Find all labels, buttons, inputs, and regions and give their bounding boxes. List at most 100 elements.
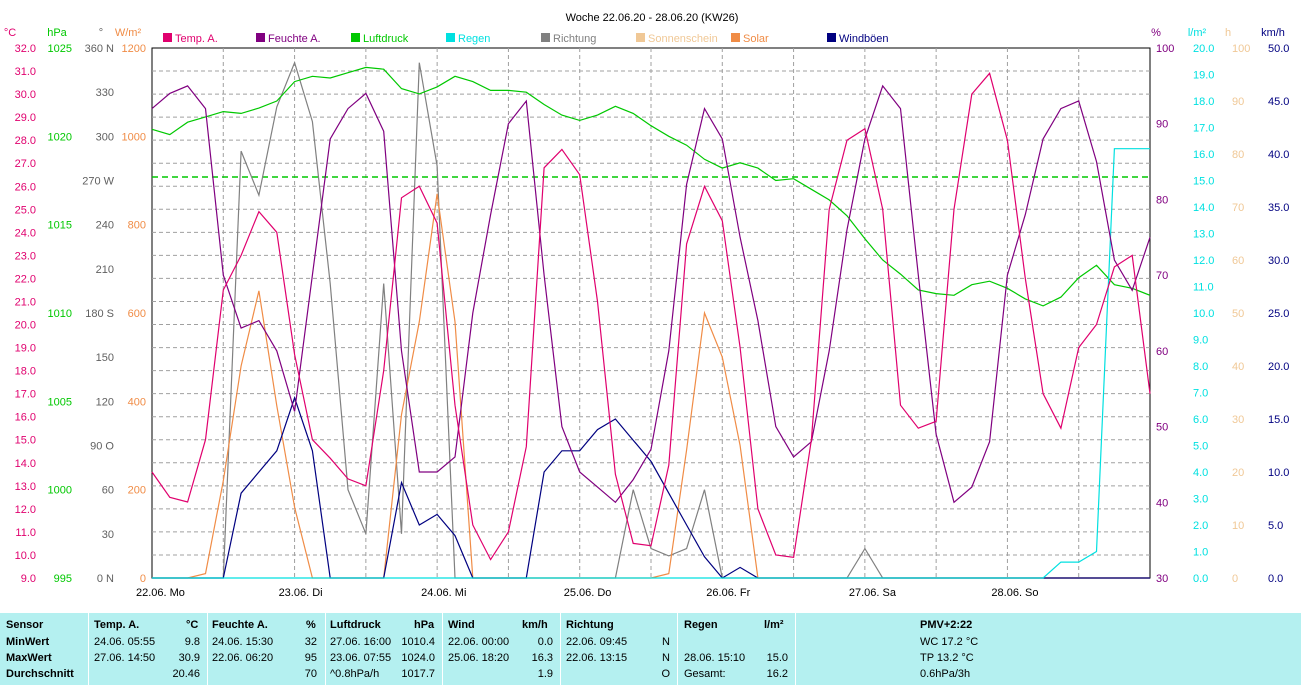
stats-direction-header: Richtung — [566, 619, 614, 631]
stats-sensor-header: Sensor — [6, 619, 44, 631]
temp-tick-label: 12.0 — [15, 504, 36, 516]
rain-tick-label: 19.0 — [1193, 70, 1214, 82]
legend-label: Temp. A. — [175, 33, 218, 45]
temp-axis-unit: °C — [4, 27, 16, 39]
stats-temp-max-value: 30.9 — [178, 652, 200, 664]
humidity-tick-label: 60 — [1156, 346, 1168, 358]
temp-tick-label: 22.0 — [15, 273, 36, 285]
chart-title: Woche 22.06.20 - 28.06.20 (KW26) — [566, 12, 739, 24]
legend-label: Feuchte A. — [268, 33, 321, 45]
temp-tick-label: 16.0 — [15, 412, 36, 424]
x-tick-label: 26.06. Fr — [706, 587, 750, 599]
x-axis-labels: 22.06. Mo 23.06. Di 24.06. Mi 25.06. Do 26.0… — [136, 587, 1039, 599]
stats-wind-header: Wind — [448, 619, 475, 631]
wind-axis-unit: km/h — [1261, 27, 1285, 39]
weather-chart: Woche 22.06.20 - 28.06.20 (KW26) Temp. A… — [4, 12, 1290, 599]
pressure-tick-label: 1010 — [48, 308, 72, 320]
sunshine-tick-label: 10 — [1232, 520, 1244, 532]
pressure-tick-label: 1000 — [48, 485, 72, 497]
rain-tick-label: 6.0 — [1193, 414, 1208, 426]
legend-label: Solar — [743, 33, 769, 45]
direction-tick-label: 330 — [96, 87, 114, 99]
humidity-axis-unit: % — [1151, 27, 1161, 39]
sunshine-tick-label: 90 — [1232, 96, 1244, 108]
temp-tick-label: 15.0 — [15, 435, 36, 447]
solar-tick-label: 1000 — [122, 131, 146, 143]
rain-axis-unit: l/m² — [1188, 27, 1207, 39]
stats-temp-min-time: 24.06. 05:55 — [94, 636, 156, 648]
stats-rain-header: Regen — [684, 619, 718, 631]
series-lines — [151, 60, 1151, 579]
stats-temp-header: Temp. A. — [94, 619, 140, 631]
rain-tick-label: 11.0 — [1193, 282, 1214, 294]
solar-tick-label: 200 — [128, 485, 146, 497]
rain-tick-label: 2.0 — [1193, 520, 1208, 532]
statistics-table: Sensor MinWert MaxWert Durchschnitt Temp… — [0, 613, 1301, 685]
humidity-tick-label: 70 — [1156, 270, 1168, 282]
stats-pressure-max-value: 1024.0 — [401, 652, 435, 664]
legend-label: Richtung — [553, 33, 596, 45]
x-tick-label: 27.06. Sa — [849, 587, 897, 599]
solar-axis-unit: W/m² — [115, 27, 142, 39]
rain-tick-label: 16.0 — [1193, 149, 1214, 161]
stats-max-label: MaxWert — [6, 652, 52, 664]
humidity-tick-label: 50 — [1156, 422, 1168, 434]
stats-wind-avg-value: 1.9 — [537, 668, 553, 680]
direction-tick-label: 90 O — [90, 441, 114, 453]
sunshine-tick-label: 80 — [1232, 149, 1244, 161]
stats-pressure-min-value: 1010.4 — [401, 636, 435, 648]
pressure-tick-label: 1020 — [48, 131, 72, 143]
wind-tick-label: 45.0 — [1268, 96, 1289, 108]
pressure-tick-label: 1015 — [48, 220, 72, 232]
stats-direction-avg-value: O — [661, 668, 670, 680]
stats-pressure-max-time: 23.06. 07:55 — [330, 652, 392, 664]
stats-rain-unit: l/m² — [764, 619, 784, 631]
humidity-tick-label: 100 — [1156, 43, 1174, 55]
legend-label: Luftdruck — [363, 33, 409, 45]
sunshine-tick-label: 60 — [1232, 255, 1244, 267]
direction-tick-label: 30 — [102, 529, 114, 541]
rain-tick-label: 15.0 — [1193, 176, 1214, 188]
rain-tick-label: 20.0 — [1193, 43, 1214, 55]
temp-tick-label: 25.0 — [15, 204, 36, 216]
temp-tick-label: 23.0 — [15, 250, 36, 262]
direction-tick-label: 360 N — [85, 43, 114, 55]
stats-pressure-avg-value: 1017.7 — [401, 668, 435, 680]
stats-rain-total-value: 16.2 — [766, 668, 788, 680]
rain-tick-label: 12.0 — [1193, 255, 1214, 267]
stats-temp-avg-value: 20.46 — [172, 668, 200, 680]
stats-rain-max-value: 15.0 — [766, 652, 788, 664]
humidity-tick-label: 40 — [1156, 497, 1168, 509]
temp-tick-label: 21.0 — [15, 296, 36, 308]
stats-windchill: WC 17.2 °C — [920, 636, 979, 648]
rain-tick-label: 1.0 — [1193, 547, 1208, 559]
legend-swatch — [446, 33, 455, 42]
axis-ticks: 32.0 31.0 30.0 29.0 28.0 27.0 26.0 25.0 24.0 23.0… — [15, 43, 1290, 585]
stats-pmv-header: PMV+2:22 — [920, 619, 973, 631]
temp-tick-label: 14.0 — [15, 458, 36, 470]
temp-tick-label: 20.0 — [15, 320, 36, 332]
temp-tick-label: 9.0 — [21, 573, 36, 585]
direction-tick-label: 240 — [96, 220, 114, 232]
direction-tick-label: 0 N — [97, 573, 114, 585]
temp-tick-label: 13.0 — [15, 481, 36, 493]
direction-axis-unit: ° — [99, 27, 103, 39]
sunshine-tick-label: 70 — [1232, 202, 1244, 214]
temp-tick-label: 11.0 — [15, 527, 36, 539]
direction-tick-label: 150 — [96, 352, 114, 364]
stats-wind-unit: km/h — [522, 619, 548, 631]
legend-swatch — [731, 33, 740, 42]
pressure-tick-label: 995 — [54, 573, 72, 585]
wind-tick-label: 20.0 — [1268, 361, 1289, 373]
legend-label: Sonnenschein — [648, 33, 718, 45]
series-line-rain — [152, 148, 1150, 579]
temp-tick-label: 26.0 — [15, 181, 36, 193]
series-line-temp — [151, 72, 1151, 561]
solar-tick-label: 0 — [140, 573, 146, 585]
stats-wind-max-time: 25.06. 18:20 — [448, 652, 510, 664]
stats-wind-min-time: 22.06. 00:00 — [448, 636, 510, 648]
legend-swatch — [256, 33, 265, 42]
wind-tick-label: 50.0 — [1268, 43, 1289, 55]
stats-direction-min-value: N — [662, 636, 670, 648]
rain-tick-label: 8.0 — [1193, 361, 1208, 373]
